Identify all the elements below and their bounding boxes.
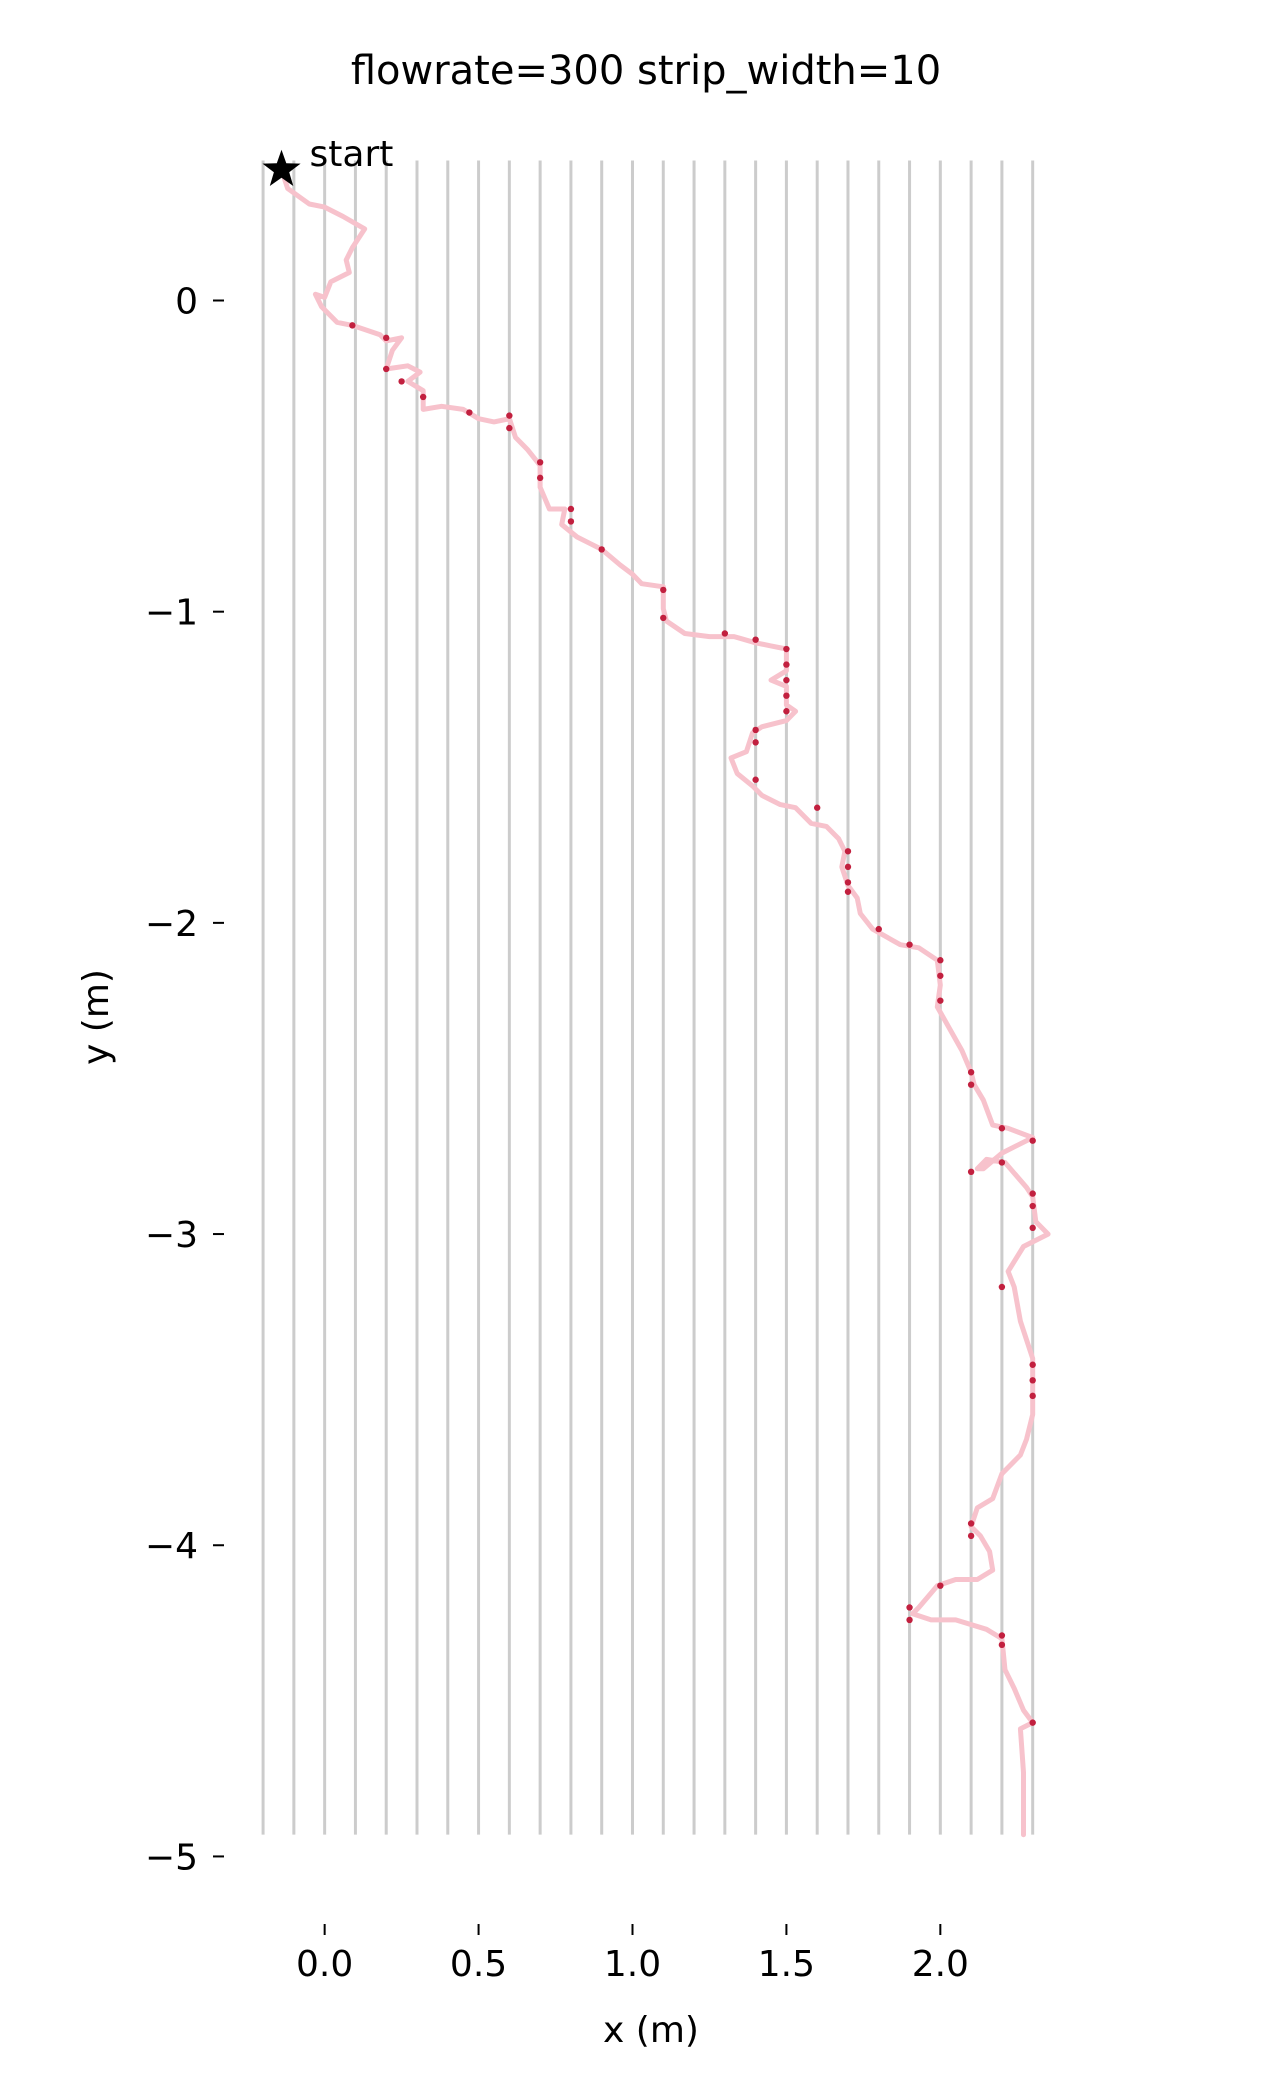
dwell-point-35 bbox=[967, 1069, 975, 1076]
dwell-point-36 bbox=[967, 1081, 975, 1088]
dwell-point-14 bbox=[660, 614, 667, 622]
x-tick-label-2: 1.0 bbox=[604, 1944, 661, 1985]
dwell-point-29 bbox=[844, 888, 852, 895]
dwell-point-12 bbox=[598, 546, 605, 553]
chart-title: flowrate=300 strip_width=10 bbox=[351, 48, 941, 94]
dwell-point-5 bbox=[466, 409, 473, 416]
x-tick-label-0: 0.0 bbox=[296, 1944, 353, 1985]
x-axis: 0.0 0.5 1.0 1.5 2.0 bbox=[296, 1924, 969, 1985]
y-tick-label-0: 0 bbox=[175, 281, 198, 322]
dwell-point-15 bbox=[721, 630, 729, 637]
dwell-point-19 bbox=[783, 676, 790, 684]
dwell-point-17 bbox=[783, 645, 790, 653]
x-axis-label: x (m) bbox=[603, 2010, 699, 2051]
dwell-point-31 bbox=[906, 941, 913, 948]
dwell-point-4 bbox=[419, 393, 427, 401]
dwell-point-3 bbox=[398, 378, 405, 385]
dwell-point-52 bbox=[906, 1616, 913, 1624]
dwell-point-18 bbox=[783, 661, 790, 668]
dwell-point-30 bbox=[875, 925, 882, 933]
dwell-point-11 bbox=[567, 518, 575, 525]
dwell-point-45 bbox=[1029, 1361, 1036, 1368]
dwell-point-43 bbox=[1029, 1224, 1036, 1232]
dwell-point-37 bbox=[998, 1125, 1006, 1132]
dwell-point-38 bbox=[1029, 1137, 1036, 1144]
start-star-icon bbox=[262, 149, 301, 186]
dwell-point-50 bbox=[937, 1582, 944, 1589]
dwell-point-55 bbox=[1029, 1719, 1036, 1726]
dwell-point-2 bbox=[383, 365, 390, 373]
dwell-point-48 bbox=[967, 1520, 975, 1527]
dwell-point-28 bbox=[844, 879, 852, 886]
y-tick-label-5: −5 bbox=[145, 1837, 198, 1878]
dwell-point-53 bbox=[998, 1632, 1006, 1639]
dwell-point-0 bbox=[349, 322, 356, 329]
dwell-point-24 bbox=[752, 776, 759, 783]
x-tick-label-3: 1.5 bbox=[758, 1944, 815, 1985]
dwell-point-22 bbox=[752, 726, 759, 734]
dwell-point-54 bbox=[998, 1641, 1006, 1649]
strip-lines bbox=[261, 160, 1035, 1835]
y-tick-label-4: −4 bbox=[145, 1526, 198, 1567]
y-tick-label-2: −2 bbox=[145, 904, 198, 945]
dwell-point-21 bbox=[783, 708, 790, 715]
dwell-point-13 bbox=[660, 586, 667, 594]
x-tick-label-1: 0.5 bbox=[450, 1944, 507, 1985]
dwell-point-23 bbox=[752, 739, 759, 746]
dwell-point-39 bbox=[967, 1168, 975, 1176]
dwell-point-27 bbox=[844, 863, 852, 871]
dwell-point-41 bbox=[1029, 1190, 1036, 1197]
dwell-point-16 bbox=[752, 636, 759, 643]
dwell-point-46 bbox=[1029, 1377, 1036, 1384]
dwell-point-33 bbox=[937, 972, 944, 979]
dwell-point-42 bbox=[1029, 1202, 1036, 1210]
dwell-point-44 bbox=[998, 1283, 1006, 1291]
dwell-point-20 bbox=[783, 692, 790, 699]
dwell-point-47 bbox=[1029, 1392, 1036, 1400]
dwell-point-32 bbox=[937, 957, 944, 964]
trajectory-path bbox=[279, 167, 1051, 1838]
dwell-point-8 bbox=[536, 459, 544, 466]
dwell-point-7 bbox=[506, 424, 513, 432]
dwell-point-40 bbox=[998, 1159, 1006, 1166]
dwell-points bbox=[349, 322, 1036, 1726]
dwell-point-25 bbox=[813, 804, 821, 811]
dwell-point-26 bbox=[844, 848, 852, 855]
dwell-point-6 bbox=[506, 412, 513, 419]
dwell-point-1 bbox=[383, 334, 390, 342]
dwell-point-51 bbox=[906, 1604, 913, 1611]
trajectory-path-group bbox=[279, 167, 1051, 1838]
dwell-point-49 bbox=[967, 1532, 975, 1540]
dwell-point-10 bbox=[567, 505, 575, 513]
dwell-point-34 bbox=[937, 997, 944, 1004]
start-annotation: start bbox=[262, 134, 394, 186]
y-axis: 0 −1 −2 −3 −4 −5 bbox=[145, 281, 224, 1878]
y-axis-label: y (m) bbox=[76, 969, 117, 1065]
dwell-point-9 bbox=[536, 474, 544, 482]
x-tick-label-4: 2.0 bbox=[912, 1944, 969, 1985]
start-label: start bbox=[310, 134, 394, 175]
y-tick-label-1: −1 bbox=[145, 593, 198, 634]
y-tick-label-3: −3 bbox=[145, 1215, 198, 1256]
